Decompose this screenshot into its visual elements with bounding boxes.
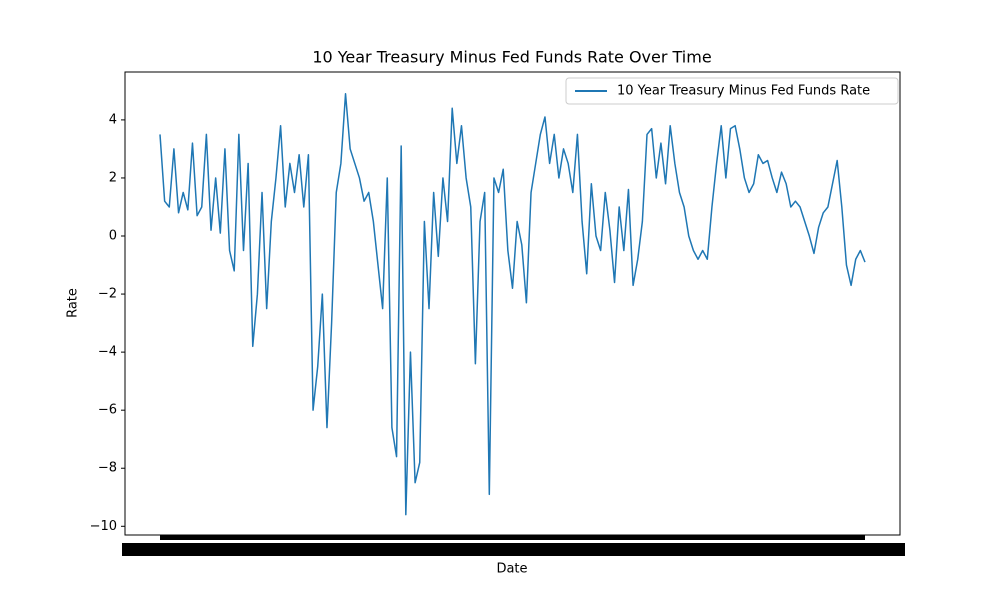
y-tick-label: −2: [98, 287, 117, 302]
axes-frame: [124, 71, 901, 536]
line-series: [159, 93, 866, 516]
y-tick-label: 2: [109, 170, 117, 185]
y-tick-label: −6: [98, 403, 117, 418]
x-axis-label: Date: [496, 562, 527, 577]
plot-area: [159, 93, 866, 516]
y-axis-label: Rate: [66, 288, 81, 318]
legend-box: [565, 77, 899, 105]
y-tick-label: −8: [98, 461, 117, 476]
y-tick-label: −4: [98, 345, 117, 360]
x-tick-labels-overlap: [122, 543, 905, 556]
y-tick-label: 0: [109, 229, 117, 244]
y-tick-label: −10: [90, 519, 117, 534]
y-tick-label: 4: [109, 112, 117, 127]
legend-label: 10 Year Treasury Minus Fed Funds Rate: [617, 84, 870, 99]
chart-title: 10 Year Treasury Minus Fed Funds Rate Ov…: [312, 48, 711, 67]
x-tick-marks: [160, 535, 865, 540]
